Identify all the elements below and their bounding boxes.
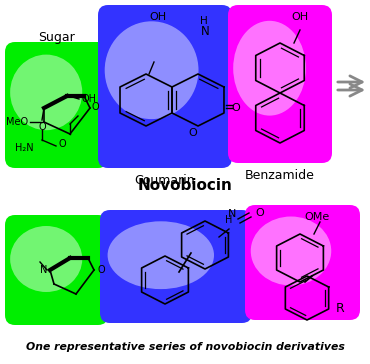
Text: O: O <box>255 208 264 218</box>
Text: O: O <box>97 265 105 275</box>
Text: OH: OH <box>81 94 96 104</box>
Ellipse shape <box>108 221 214 289</box>
Text: Benzamide: Benzamide <box>245 169 315 182</box>
Text: H₂N: H₂N <box>16 143 34 153</box>
Text: O: O <box>58 139 66 149</box>
Text: O: O <box>231 103 240 113</box>
Text: O: O <box>38 122 46 132</box>
FancyBboxPatch shape <box>98 5 232 168</box>
Text: Coumarin: Coumarin <box>135 174 195 187</box>
FancyBboxPatch shape <box>5 215 108 325</box>
Text: Sugar: Sugar <box>38 32 75 44</box>
Text: Novobiocin: Novobiocin <box>138 178 232 193</box>
Text: O: O <box>189 128 197 138</box>
Ellipse shape <box>10 226 82 292</box>
FancyBboxPatch shape <box>228 5 332 163</box>
Text: One representative series of novobiocin derivatives: One representative series of novobiocin … <box>26 342 344 352</box>
Text: O: O <box>92 102 100 112</box>
Text: OH: OH <box>149 12 166 22</box>
Text: H: H <box>200 16 208 26</box>
Text: OMe: OMe <box>305 212 330 222</box>
Text: N: N <box>40 265 47 275</box>
FancyBboxPatch shape <box>100 210 252 323</box>
Ellipse shape <box>251 217 331 285</box>
Text: OH: OH <box>292 12 309 22</box>
Text: R: R <box>336 301 344 314</box>
FancyBboxPatch shape <box>5 42 108 168</box>
Text: N: N <box>228 209 236 219</box>
Text: MeO: MeO <box>6 117 28 127</box>
FancyBboxPatch shape <box>245 205 360 320</box>
Text: N: N <box>201 25 209 38</box>
Ellipse shape <box>10 55 82 130</box>
Ellipse shape <box>233 21 306 116</box>
Ellipse shape <box>105 21 198 119</box>
Text: H: H <box>225 215 233 225</box>
